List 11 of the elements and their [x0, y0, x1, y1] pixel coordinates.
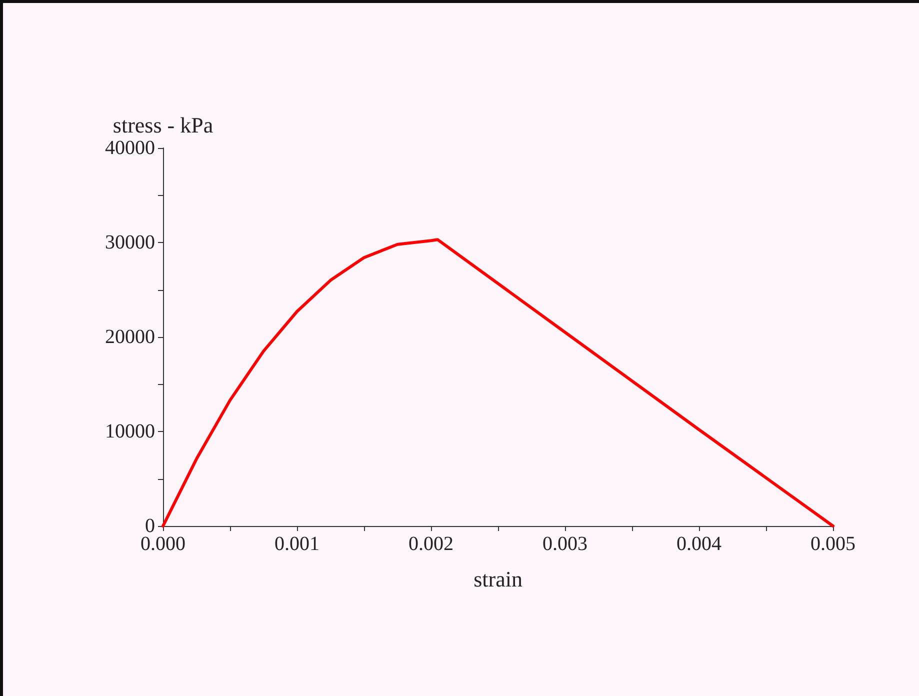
x-tick-label: 0.001	[274, 533, 320, 555]
x-tick-label: 0.005	[810, 533, 856, 555]
x-tick-label: 0.004	[676, 533, 722, 555]
y-axis-title: stress - kPa	[112, 112, 214, 138]
x-axis-title: strain	[474, 566, 522, 592]
x-tick-label: 0.002	[408, 533, 454, 555]
y-tick-label: 20000	[105, 326, 155, 348]
x-tick-label: 0.003	[542, 533, 588, 555]
y-tick-label: 40000	[105, 137, 155, 159]
y-tick-label: 30000	[105, 232, 155, 254]
y-tick-label: 10000	[105, 420, 155, 442]
